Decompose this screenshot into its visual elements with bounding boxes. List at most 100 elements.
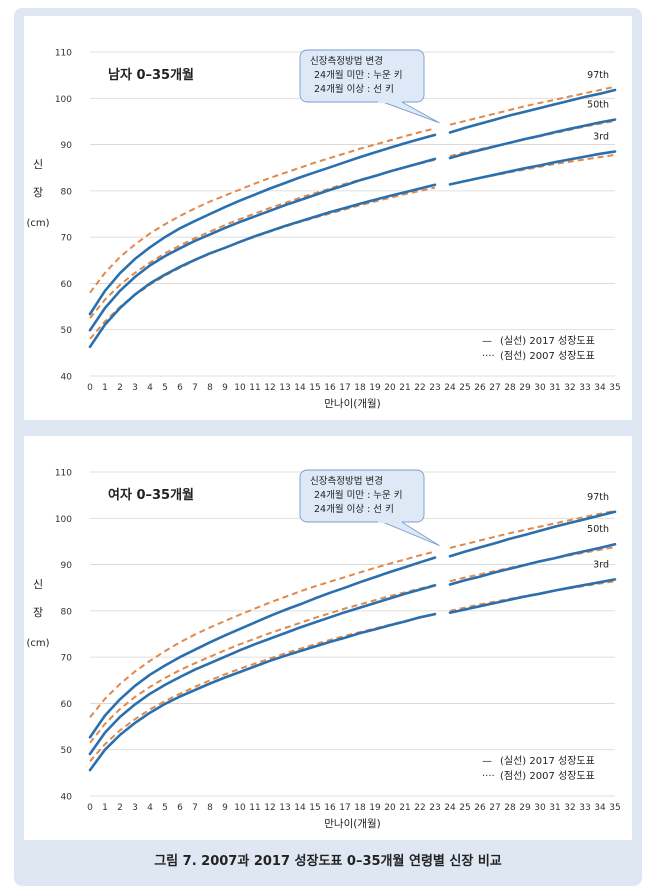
x-tick-label: 2: [117, 383, 123, 393]
series-line-2007-3rd: [89, 186, 436, 340]
x-tick-label: 16: [324, 803, 336, 813]
legend-symbol: ····: [482, 771, 495, 782]
y-tick-label: 110: [55, 469, 72, 479]
x-tick-label: 31: [549, 803, 560, 813]
x-tick-label: 2: [117, 803, 123, 813]
x-tick-label: 25: [459, 383, 470, 393]
legend-symbol: ····: [482, 351, 495, 362]
series-line-2007-97th: [449, 509, 616, 549]
x-tick-label: 33: [579, 383, 590, 393]
y-tick-label: 70: [61, 654, 73, 664]
legend-symbol: —: [482, 336, 492, 347]
series-line-2017-3rd: [448, 150, 617, 186]
series-line-2007-97th: [89, 127, 436, 294]
x-axis-label: 만나이(개월): [324, 818, 381, 830]
x-tick-label: 28: [504, 383, 516, 393]
callout-box: [299, 49, 425, 103]
x-tick-label: 34: [594, 803, 606, 813]
x-axis-label: 만나이(개월): [324, 398, 381, 410]
x-tick-label: 28: [504, 803, 516, 813]
percentile-label: 3rd: [593, 559, 609, 570]
x-tick-label: 26: [474, 383, 486, 393]
x-tick-label: 23: [429, 383, 440, 393]
x-tick-label: 11: [249, 383, 260, 393]
y-tick-label: 80: [61, 607, 73, 617]
series-line-2017-50th: [88, 157, 437, 332]
x-tick-label: 5: [162, 803, 168, 813]
series-line-2007-3rd: [449, 153, 616, 186]
x-tick-label: 24: [444, 383, 456, 393]
y-tick-label: 90: [61, 561, 73, 571]
series-line-2017-50th: [448, 118, 617, 160]
x-tick-label: 12: [264, 383, 275, 393]
x-tick-label: 3: [132, 383, 138, 393]
x-tick-label: 19: [369, 383, 381, 393]
x-tick-label: 13: [279, 803, 290, 813]
x-tick-label: 11: [249, 803, 260, 813]
x-tick-label: 15: [309, 383, 320, 393]
series-line-2017-97th: [88, 556, 437, 739]
percentile-label: 97th: [587, 492, 609, 503]
x-tick-label: 32: [564, 383, 575, 393]
y-axis-label-char: 신: [33, 158, 43, 171]
x-tick-label: 12: [264, 803, 275, 813]
y-tick-label: 100: [55, 515, 72, 525]
y-tick-label: 50: [61, 746, 73, 756]
x-tick-label: 0: [87, 803, 93, 813]
x-tick-label: 21: [399, 383, 410, 393]
y-axis-unit: (cm): [26, 218, 49, 229]
x-tick-label: 23: [429, 803, 440, 813]
callout-pointer: [379, 520, 440, 547]
x-tick-label: 5: [162, 383, 168, 393]
callout-text-line: 신장측정방법 변경: [310, 55, 383, 67]
x-tick-label: 1: [102, 383, 108, 393]
x-tick-label: 6: [177, 803, 183, 813]
x-tick-label: 1: [102, 803, 108, 813]
percentile-label: 97th: [587, 70, 609, 81]
x-tick-label: 10: [234, 803, 246, 813]
x-tick-label: 24: [444, 803, 456, 813]
x-tick-label: 9: [222, 383, 228, 393]
y-tick-label: 40: [61, 373, 73, 383]
y-tick-label: 40: [61, 793, 73, 803]
x-tick-label: 20: [384, 383, 396, 393]
y-axis-label-char: 신: [33, 578, 43, 591]
x-tick-label: 27: [489, 383, 500, 393]
y-tick-label: 50: [61, 326, 73, 336]
y-tick-label: 110: [55, 49, 72, 59]
x-tick-label: 26: [474, 803, 486, 813]
y-axis-unit: (cm): [26, 638, 49, 649]
x-tick-label: 22: [414, 383, 425, 393]
x-tick-label: 9: [222, 803, 228, 813]
y-axis-label-char: 장: [33, 186, 43, 199]
x-tick-label: 10: [234, 383, 246, 393]
series-line-2017-97th: [448, 510, 617, 558]
y-tick-label: 60: [61, 700, 73, 710]
x-tick-label: 21: [399, 803, 410, 813]
percentile-label: 50th: [587, 524, 609, 535]
callout-text-line: 신장측정방법 변경: [310, 475, 383, 487]
legend-entry: (실선) 2017 성장도표: [500, 755, 595, 767]
x-tick-label: 3: [132, 803, 138, 813]
x-tick-label: 30: [534, 803, 546, 813]
boys-height-chart-panel: 40 50 60 70 80 90 100 110 0 1 2 3 4 5 6 7 8 9 10 11 12 13 14 15…: [24, 16, 632, 420]
x-tick-label: 31: [549, 383, 560, 393]
callout-text-line: 24개월 미만 : 누운 키: [314, 69, 403, 81]
x-tick-label: 17: [339, 803, 350, 813]
x-tick-label: 35: [609, 383, 620, 393]
chart-title: 남자 0–35개월: [108, 67, 194, 83]
series-line-2017-50th: [88, 584, 437, 756]
x-tick-label: 15: [309, 803, 320, 813]
figure-caption: 그림 7. 2007과 2017 성장도표 0–35개월 연령별 신장 비교: [154, 854, 502, 869]
x-tick-label: 34: [594, 383, 606, 393]
x-tick-label: 25: [459, 803, 470, 813]
x-tick-label: 32: [564, 803, 575, 813]
percentile-label: 3rd: [593, 132, 609, 143]
y-axis-label-char: 장: [33, 606, 43, 619]
x-tick-label: 8: [207, 383, 213, 393]
legend-symbol: —: [482, 756, 492, 767]
x-tick-label: 16: [324, 383, 336, 393]
x-tick-label: 18: [354, 803, 366, 813]
series-line-2017-97th: [88, 133, 437, 316]
